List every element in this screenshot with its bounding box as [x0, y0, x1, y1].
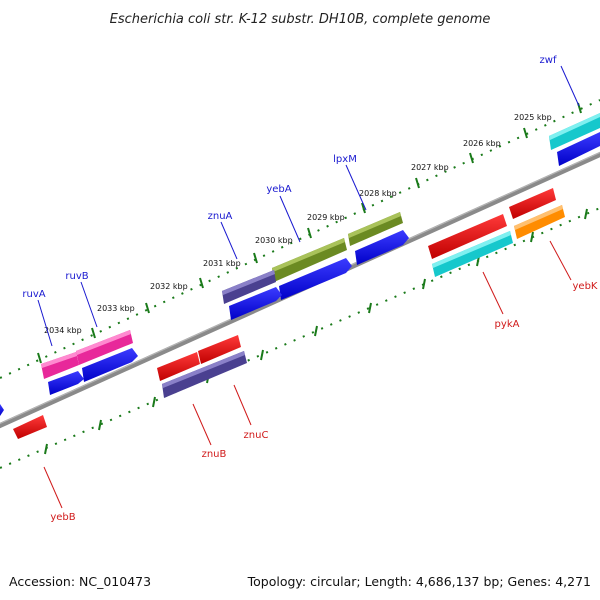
cds-arrow-lpxM[interactable] — [355, 230, 409, 265]
scale-label-2030: 2030 kbp — [255, 236, 293, 245]
cds-arrow-pykA[interactable] — [428, 214, 507, 259]
scale-label-2029: 2029 kbp — [307, 213, 345, 222]
forward-features — [0, 113, 600, 416]
reverse-features — [13, 188, 565, 439]
scale-label-2033: 2033 kbp — [97, 304, 135, 313]
scale-label-2034: 2034 kbp — [44, 326, 82, 335]
scale-label-2026: 2026 kbp — [463, 139, 501, 148]
gene-label-ruvA[interactable]: ruvA — [22, 289, 45, 300]
scale-label-2025: 2025 kbp — [514, 113, 552, 122]
gene-label-zwf[interactable]: zwf — [540, 55, 557, 66]
topology-text: Topology: circular; Length: 4,686,137 bp… — [247, 574, 591, 589]
gene-label-yebB[interactable]: yebB — [50, 512, 75, 523]
cds-arrow-ruvB[interactable] — [82, 348, 138, 382]
gene-block-yebA[interactable] — [272, 238, 347, 282]
scale-label-2028: 2028 kbp — [359, 189, 397, 198]
scale-label-2027: 2027 kbp — [411, 163, 449, 172]
gene-label-ruvB[interactable]: ruvB — [65, 271, 88, 282]
gene-block-ruvA[interactable] — [41, 352, 79, 379]
cds-arrow-yebK[interactable] — [509, 188, 556, 219]
scale-track-upper — [0, 99, 600, 379]
cds-arrow-zwf[interactable] — [557, 132, 600, 166]
gene-label-znuC[interactable]: znuC — [244, 430, 269, 441]
cds-arrow-ruvA[interactable] — [48, 371, 84, 395]
cds-arrow-yebA[interactable] — [279, 258, 352, 300]
scale-track-lower — [0, 207, 600, 469]
cds-arrow-znuC[interactable] — [198, 335, 241, 364]
gene-label-znuA[interactable]: znuA — [208, 211, 233, 222]
cds-arrow-znuB[interactable] — [157, 352, 200, 381]
gene-block-znuB[interactable] — [162, 351, 247, 398]
scale-label-2031: 2031 kbp — [203, 259, 241, 268]
cds-arrow-yebB[interactable] — [13, 415, 47, 439]
label-leaders — [37, 65, 580, 509]
gene-label-pykA[interactable]: pykA — [495, 319, 520, 330]
gene-label-lpxM[interactable]: lpxM — [333, 154, 357, 165]
gene-label-yebA[interactable]: yebA — [266, 184, 291, 195]
cds-arrow-znuA[interactable] — [229, 287, 282, 320]
scale-label-2032: 2032 kbp — [150, 282, 188, 291]
accession-text: Accession: NC_010473 — [9, 574, 151, 589]
map-title: Escherichia coli str. K-12 substr. DH10B… — [110, 12, 491, 27]
gene-label-yebK[interactable]: yebK — [573, 281, 598, 292]
gene-label-znuB[interactable]: znuB — [202, 449, 227, 460]
